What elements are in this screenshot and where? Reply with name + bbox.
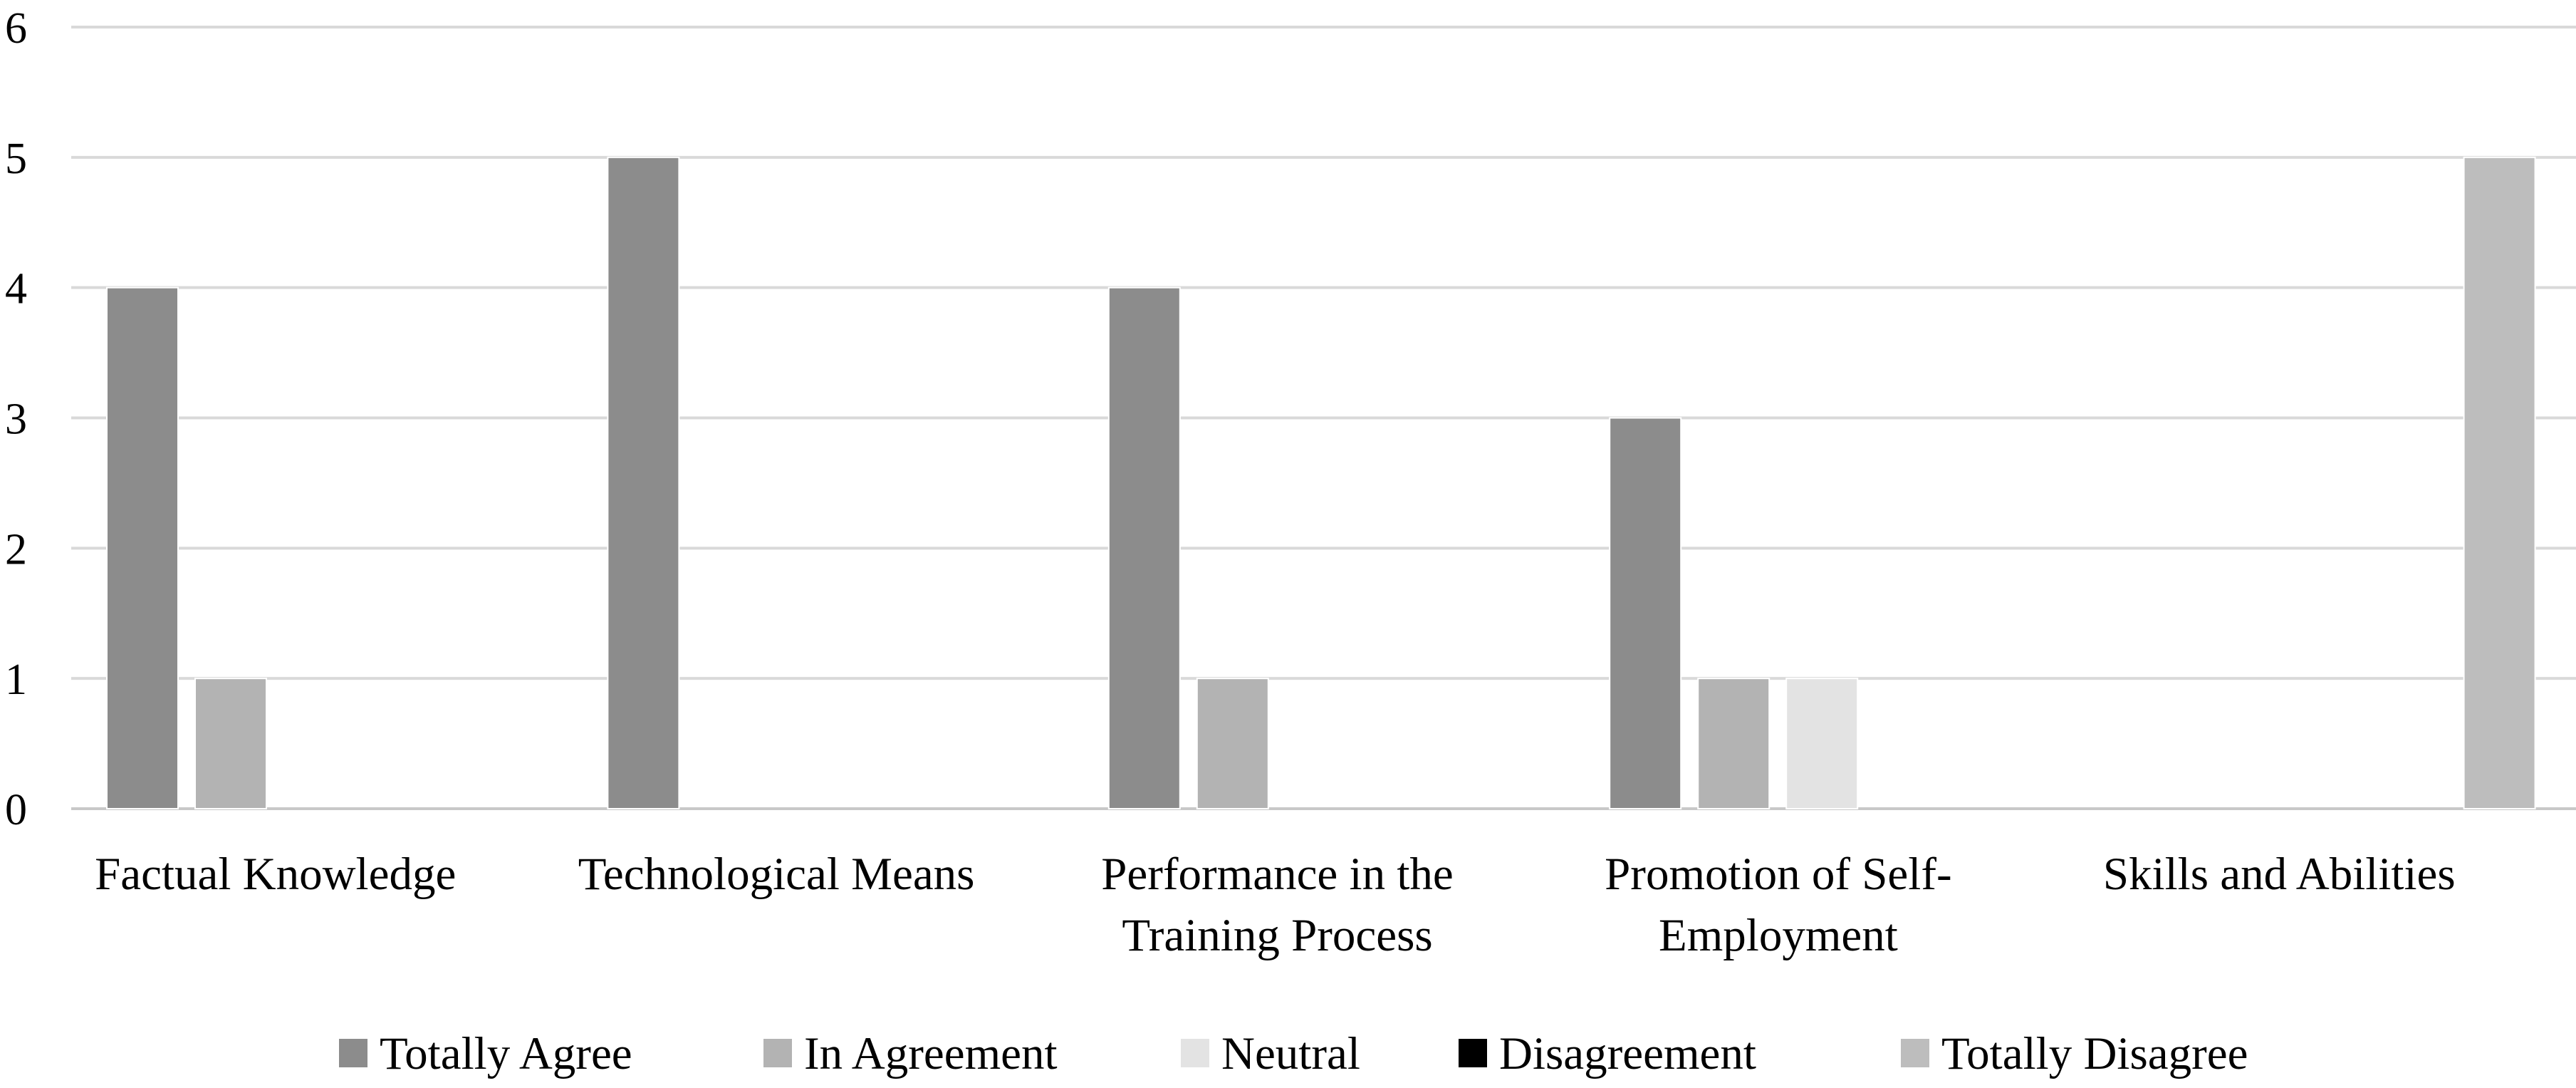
bar — [607, 156, 680, 810]
bar — [106, 286, 179, 809]
bars — [106, 156, 2536, 810]
bar — [194, 678, 267, 810]
bar — [1196, 678, 1269, 810]
x-tick-label: Technological Means — [578, 849, 975, 900]
x-axis: Factual Knowledge Technological Means Perf… — [95, 849, 2456, 961]
y-tick-label: 3 — [5, 395, 27, 444]
y-tick-label: 5 — [5, 135, 27, 183]
x-tick-label: Factual Knowledge — [95, 849, 456, 900]
y-tick-label: 6 — [5, 4, 27, 53]
x-tick-label: Promotion of Self-Employment — [1605, 849, 1951, 961]
bar — [1697, 678, 1771, 810]
legend-label: Totally Agree — [380, 1028, 632, 1079]
y-tick-label: 1 — [5, 656, 27, 704]
legend-swatch — [1181, 1039, 1209, 1067]
legend-swatch — [1901, 1039, 1929, 1067]
legend-label: Totally Disagree — [1941, 1028, 2248, 1079]
legend-label: In Agreement — [804, 1028, 1058, 1079]
bar — [1107, 286, 1181, 809]
y-tick-label: 4 — [5, 265, 27, 314]
x-tick-label: Skills and Abilities — [2103, 849, 2456, 900]
legend-swatch — [339, 1039, 367, 1067]
legend-label: Disagreement — [1499, 1028, 1756, 1079]
x-tick-label: Performance in the Training Process — [1101, 849, 1454, 961]
bar — [1609, 417, 1682, 809]
legend-swatch — [1459, 1039, 1487, 1067]
gridlines — [71, 26, 2576, 810]
y-tick-label: 0 — [5, 786, 27, 834]
y-tick-label: 2 — [5, 525, 27, 574]
legend: Totally Agree In Agreement Neutral Disagree… — [339, 1028, 2248, 1079]
y-axis: 0 1 2 3 4 5 6 — [5, 4, 27, 834]
bar — [1785, 678, 1859, 810]
legend-swatch — [763, 1039, 792, 1067]
bar — [2463, 156, 2536, 810]
legend-label: Neutral — [1221, 1028, 1360, 1079]
